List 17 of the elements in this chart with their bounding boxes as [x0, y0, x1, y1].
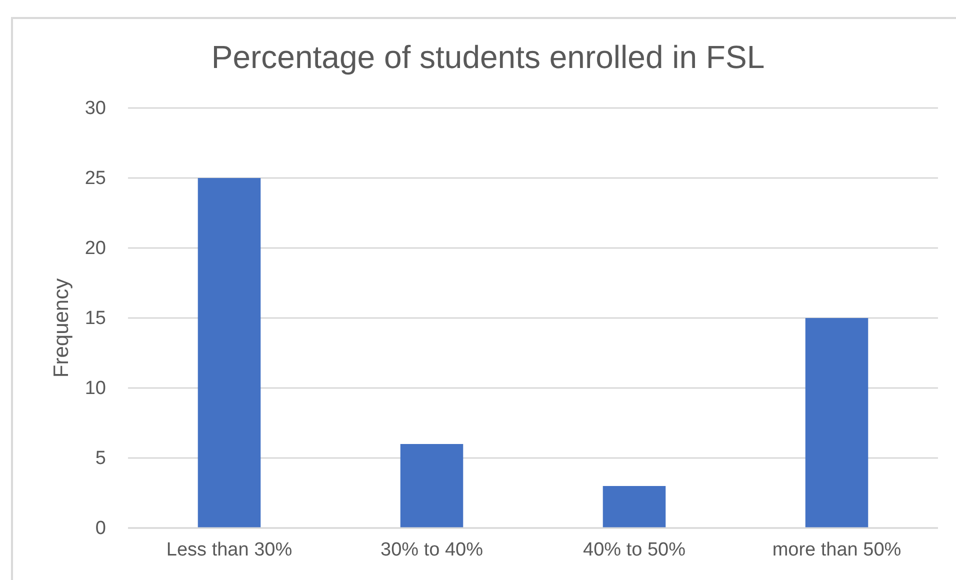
bar — [602, 486, 666, 528]
bar — [198, 178, 261, 528]
x-tick-label: Less than 30% — [166, 539, 292, 560]
bar — [805, 318, 868, 528]
y-tick-label: 10 — [84, 378, 106, 400]
bar — [400, 444, 464, 528]
x-tick-label: more than 50% — [772, 539, 902, 560]
y-tick-label: 25 — [84, 168, 106, 190]
y-tick-label: 30 — [84, 98, 106, 120]
y-tick-label: 15 — [84, 308, 106, 330]
x-tick-label: 40% to 50% — [583, 539, 686, 560]
y-axis-title: Frequency — [50, 278, 73, 378]
chart-title: Percentage of students enrolled in FSL — [211, 39, 765, 75]
y-tick-label: 20 — [84, 238, 106, 260]
y-tick-label: 5 — [95, 448, 106, 470]
y-tick-label: 0 — [95, 518, 106, 540]
x-tick-label: 30% to 40% — [380, 539, 484, 560]
